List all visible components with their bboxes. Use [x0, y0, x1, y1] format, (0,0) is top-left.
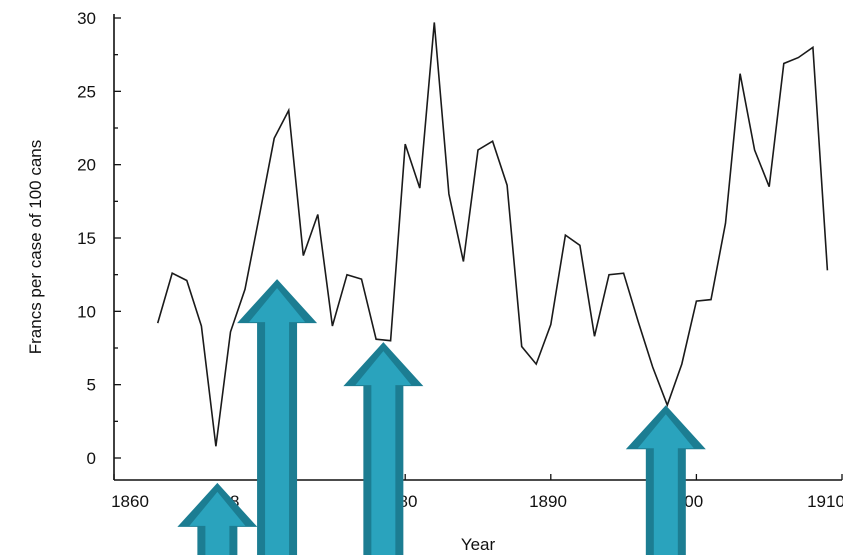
annotation-arrow-icon	[237, 279, 318, 555]
y-axis-ticks: 0 5 10 15 20 25 30	[77, 9, 121, 468]
y-tick-label: 0	[87, 449, 96, 468]
y-tick-label: 25	[77, 82, 96, 101]
annotation-arrow-icon	[343, 342, 424, 555]
y-tick-label: 15	[77, 229, 96, 248]
annotation-arrow-icon	[625, 405, 706, 555]
y-tick-label: 20	[77, 156, 96, 175]
x-axis-title: Year	[461, 535, 496, 554]
price-series-line	[156, 22, 829, 447]
y-tick-label: 30	[77, 9, 96, 28]
y-tick-label: 5	[87, 376, 96, 395]
x-tick-label: 1890	[529, 492, 567, 511]
y-axis-title: Francs per case of 100 cans	[26, 140, 45, 355]
x-tick-label: 1860	[111, 492, 149, 511]
annotation-arrows	[177, 279, 706, 555]
x-tick-label: 1910	[807, 492, 843, 511]
y-tick-label: 10	[77, 302, 96, 321]
annotation-arrow-icon	[177, 482, 258, 555]
